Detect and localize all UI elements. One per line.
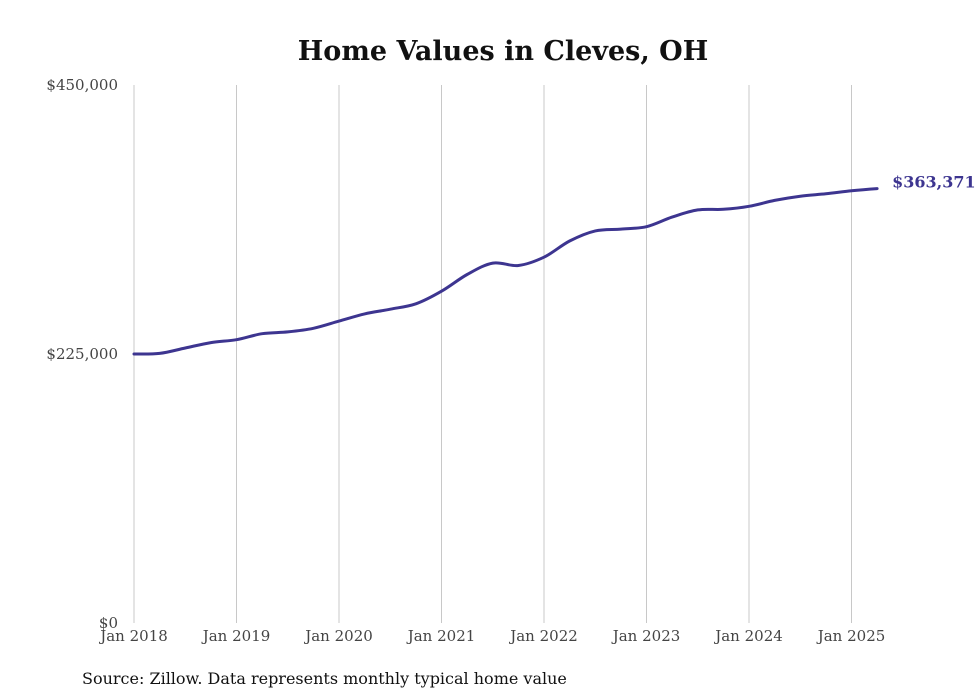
x-tick-label: Jan 2019 [201, 627, 271, 645]
gridlines [133, 85, 852, 623]
y-tick-label: $225,000 [46, 345, 118, 363]
y-tick-label: $0 [99, 614, 118, 632]
x-tick-label: Jan 2021 [406, 627, 476, 645]
x-tick-label: Jan 2018 [98, 627, 168, 645]
end-value-label: $363,371 [892, 173, 976, 192]
x-tick-label: Jan 2025 [816, 627, 886, 645]
y-tick-label: $450,000 [46, 76, 118, 94]
source-note: Source: Zillow. Data represents monthly … [82, 669, 567, 688]
x-tick-label: Jan 2020 [303, 627, 373, 645]
x-tick-label: Jan 2023 [611, 627, 681, 645]
x-axis-ticks: Jan 2018 Jan 2019 Jan 2020 Jan 2021 Jan 2022… [98, 627, 885, 645]
series-layer [132, 187, 879, 356]
y-axis-ticks: $0 $225,000 $450,000 [46, 76, 118, 632]
chart-title: Home Values in Cleves, OH [298, 36, 708, 67]
x-tick-label: Jan 2022 [508, 627, 578, 645]
series-line [132, 187, 879, 356]
x-tick-label: Jan 2024 [713, 627, 783, 645]
